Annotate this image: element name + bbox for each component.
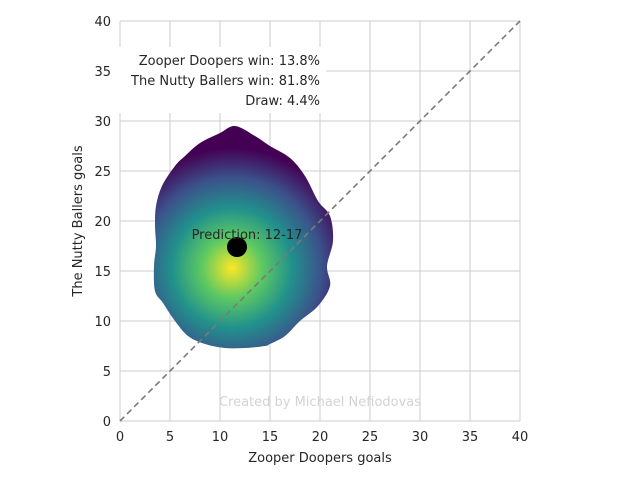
x-tick-label: 35 [462, 430, 479, 445]
y-tick-label: 25 [94, 165, 111, 180]
x-tick-label: 15 [262, 430, 279, 445]
text-layer: Zooper Doopers win: 13.8% The Nutty Balle… [114, 47, 421, 410]
y-tick-label: 40 [94, 15, 111, 30]
x-tick-label: 30 [412, 430, 429, 445]
reference-line-layer [119, 20, 521, 422]
y-tick-label: 0 [103, 415, 111, 430]
point-layer [227, 237, 247, 257]
y-axis-label: The Nutty Ballers goals [71, 145, 86, 297]
y-tick-label: 15 [94, 265, 111, 280]
prediction-point [227, 237, 247, 257]
x-tick-label: 5 [166, 430, 174, 445]
y-tick-label: 20 [94, 215, 111, 230]
annotation-box [114, 47, 326, 113]
y-tick-label: 30 [94, 115, 111, 130]
density-layer [153, 125, 334, 349]
x-tick-label: 0 [116, 430, 124, 445]
annotation-text: The Nutty Ballers win: 81.8% [130, 74, 320, 89]
y-tick-label: 10 [94, 315, 111, 330]
watermark-text: Created by Michael Nefiodovas [219, 395, 421, 410]
density-contour [153, 125, 334, 349]
y-tick-label: 5 [103, 365, 111, 380]
x-tick-label: 20 [312, 430, 329, 445]
prediction-label: Prediction: 12-17 [192, 228, 303, 243]
x-tick-label: 25 [362, 430, 379, 445]
diagonal-reference-line [119, 20, 521, 422]
axes: 0 5 10 15 20 25 30 35 40 0 5 10 15 20 25 30 35 40 Zooper D… [71, 15, 528, 466]
annotation-text: Zooper Doopers win: 13.8% [139, 54, 320, 69]
x-tick-label: 10 [212, 430, 229, 445]
annotation-text: Draw: 4.4% [245, 94, 320, 109]
x-axis-label: Zooper Doopers goals [248, 451, 392, 466]
y-tick-label: 35 [94, 65, 111, 80]
x-tick-label: 40 [512, 430, 529, 445]
